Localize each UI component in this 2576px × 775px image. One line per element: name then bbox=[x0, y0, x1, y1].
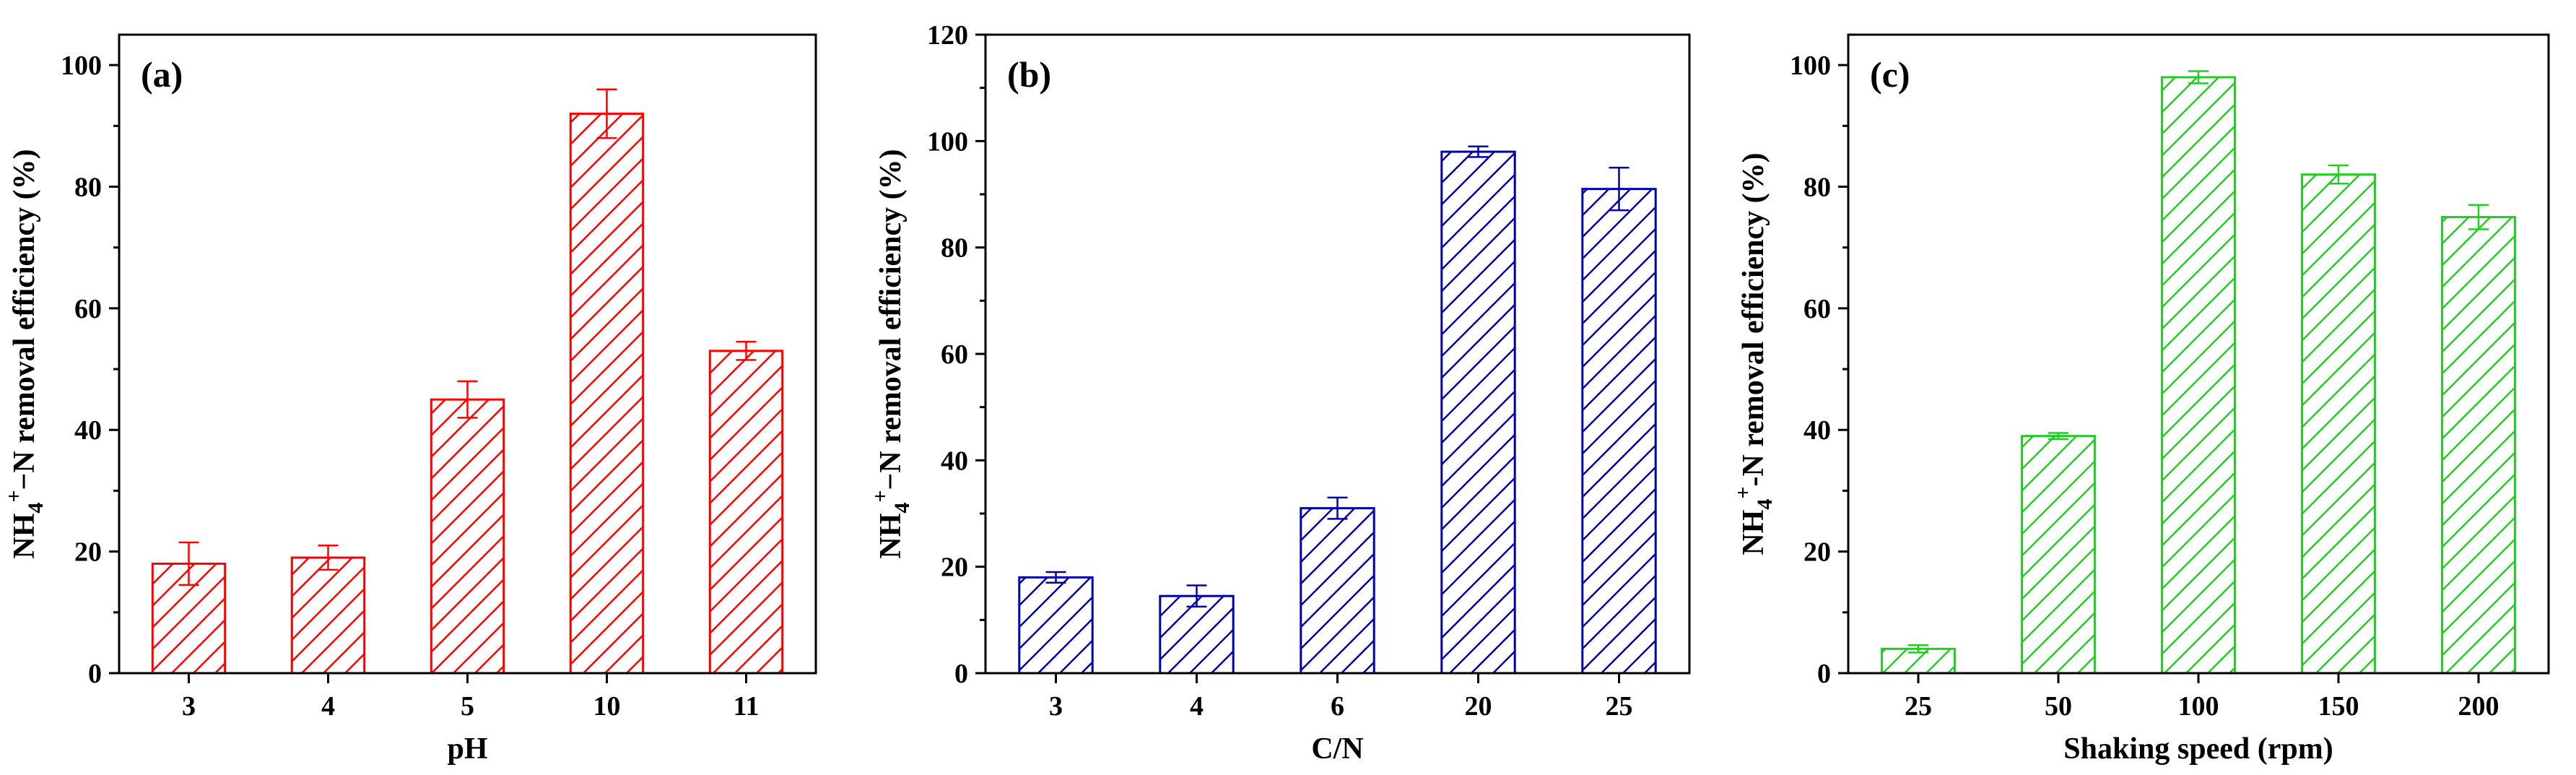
x-tick-label: 150 bbox=[2318, 691, 2359, 722]
y-tick-label: 100 bbox=[927, 126, 968, 157]
y-title-part: -N removal efficiency (%) bbox=[1737, 152, 1770, 486]
x-tick-label: 20 bbox=[1465, 691, 1492, 722]
y-title-subscript: 4 bbox=[24, 503, 48, 514]
x-tick-label: 11 bbox=[734, 691, 760, 722]
y-axis-title: NH4+−N removal efficiency (%) bbox=[869, 149, 914, 558]
y-title-part: NH bbox=[874, 514, 908, 559]
y-tick-label: 80 bbox=[941, 233, 968, 264]
y-tick-label: 20 bbox=[1803, 537, 1831, 568]
x-axis-title: pH bbox=[447, 732, 487, 766]
bar bbox=[708, 350, 784, 675]
y-tick-label: 0 bbox=[1817, 659, 1831, 689]
bar bbox=[2441, 216, 2516, 675]
chart-panel-3: 25 50 100 150 200 0 20 40 60 80 100 (c) Shaking spee… bbox=[1731, 33, 2550, 766]
y-axis-title: NH4+−N removal efficiency (%) bbox=[2, 149, 48, 558]
bar bbox=[1300, 507, 1375, 675]
y-tick-label: 100 bbox=[61, 51, 102, 81]
x-tick-label: 25 bbox=[1606, 691, 1633, 722]
y-tick-label: 60 bbox=[74, 294, 102, 324]
x-axis-title: C/N bbox=[1311, 732, 1363, 766]
x-tick-label: 6 bbox=[1331, 691, 1344, 722]
y-tick-label: 100 bbox=[1790, 51, 1831, 81]
y-title-superscript: + bbox=[869, 490, 892, 503]
y-title-part: −N removal efficiency (%) bbox=[874, 149, 908, 490]
panel-label: (b) bbox=[1007, 54, 1051, 95]
panel-label: (a) bbox=[141, 54, 183, 95]
x-tick-label: 10 bbox=[593, 691, 621, 722]
y-title-superscript: + bbox=[1731, 487, 1755, 499]
y-title-subscript: 4 bbox=[1753, 499, 1777, 510]
y-tick-label: 40 bbox=[1803, 415, 1831, 446]
bar bbox=[2301, 173, 2376, 675]
bar bbox=[1581, 188, 1657, 675]
x-tick-label: 3 bbox=[1049, 691, 1063, 722]
y-title-part: NH bbox=[8, 514, 41, 559]
y-tick-label: 120 bbox=[927, 20, 968, 51]
y-title-part: −N removal efficiency (%) bbox=[8, 149, 41, 490]
x-tick-label: 3 bbox=[182, 691, 196, 722]
y-tick-label: 0 bbox=[954, 659, 968, 689]
plot-frame bbox=[118, 33, 817, 675]
y-tick-label: 60 bbox=[941, 339, 968, 370]
x-tick-label: 4 bbox=[321, 691, 335, 722]
bar bbox=[1440, 150, 1516, 675]
x-tick-label: 50 bbox=[2045, 691, 2072, 722]
bar bbox=[569, 112, 645, 675]
bar bbox=[1018, 576, 1094, 675]
plot-frame bbox=[1847, 33, 2550, 675]
y-tick-label: 20 bbox=[74, 537, 102, 568]
x-tick-label: 200 bbox=[2458, 691, 2499, 722]
y-title-superscript: + bbox=[2, 490, 26, 503]
y-tick-label: 40 bbox=[941, 446, 968, 476]
y-tick-label: 80 bbox=[1803, 172, 1831, 202]
bar bbox=[290, 556, 366, 675]
y-title-subscript: 4 bbox=[890, 503, 914, 514]
y-tick-label: 80 bbox=[74, 172, 102, 202]
y-tick-label: 60 bbox=[1803, 294, 1831, 324]
y-axis-title: NH4+-N removal efficiency (%) bbox=[1731, 152, 1777, 555]
x-tick-label: 25 bbox=[1905, 691, 1932, 722]
x-tick-label: 100 bbox=[2178, 691, 2219, 722]
panel-label: (c) bbox=[1870, 54, 1910, 95]
bar bbox=[430, 398, 505, 675]
y-tick-label: 40 bbox=[74, 415, 102, 446]
y-tick-label: 0 bbox=[88, 659, 102, 689]
y-tick-label: 20 bbox=[941, 553, 968, 583]
x-tick-label: 4 bbox=[1190, 691, 1204, 722]
x-axis-title: Shaking speed (rpm) bbox=[2063, 732, 2333, 766]
bar bbox=[2161, 76, 2236, 675]
bar bbox=[1159, 594, 1235, 675]
bar bbox=[2021, 435, 2096, 675]
x-tick-label: 5 bbox=[461, 691, 474, 722]
y-title-part: NH bbox=[1737, 510, 1770, 555]
